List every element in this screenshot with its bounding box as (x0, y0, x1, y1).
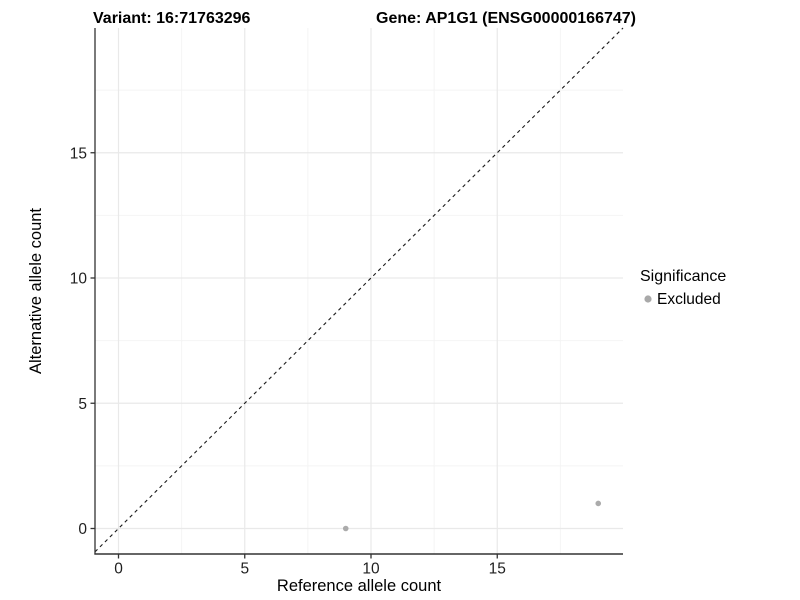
x-tick-label: 15 (489, 561, 506, 578)
plot-title-variant: Variant: 16:71763296 (93, 10, 251, 27)
y-tick-label: 5 (78, 396, 87, 413)
y-axis-title: Alternative allele count (27, 208, 45, 374)
data-points (342, 500, 602, 532)
y-tick-label: 15 (70, 145, 87, 162)
y-tick-label: 10 (70, 271, 88, 288)
x-tick-label: 5 (240, 561, 249, 578)
y-tick-label: 0 (78, 521, 87, 538)
legend-title: Significance (640, 268, 726, 285)
legend-key-dot-icon (644, 295, 652, 303)
x-tick-label: 0 (114, 561, 123, 578)
y-axis-ticks: 0 5 10 15 (70, 145, 95, 538)
data-point-excluded (342, 525, 349, 532)
identity-dashed-line (94, 27, 624, 553)
plot-title-gene: Gene: AP1G1 (ENSG00000166747) (376, 10, 636, 27)
x-axis-ticks: 0 5 10 15 (114, 554, 506, 578)
legend: Significance Excluded (640, 268, 726, 308)
x-tick-label: 10 (362, 561, 380, 578)
data-point-excluded (595, 500, 602, 507)
axis-lines (94, 28, 623, 555)
x-axis-title: Reference allele count (277, 577, 442, 595)
gridlines-minor (95, 28, 623, 554)
legend-label-excluded: Excluded (657, 291, 721, 308)
gridlines-major (95, 28, 623, 554)
